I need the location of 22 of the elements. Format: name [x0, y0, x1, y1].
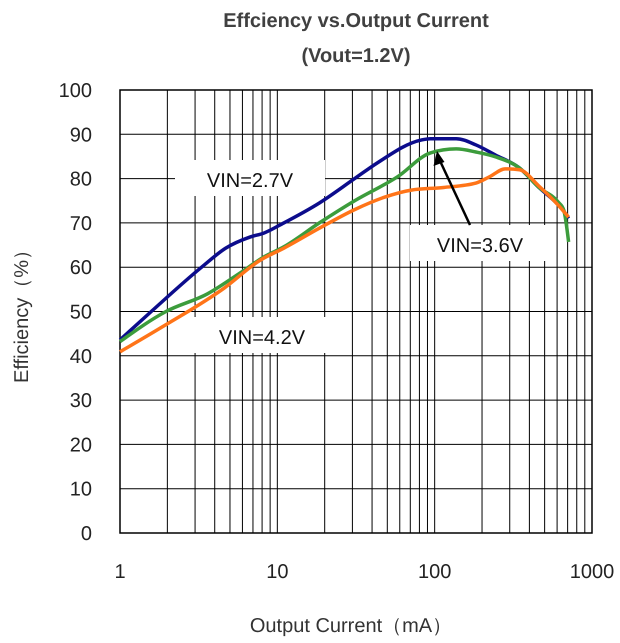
chart-title: Effciency vs.Output Current	[223, 10, 490, 32]
y-axis-title: Efficiency（%）	[11, 240, 33, 384]
y-tick-label: 90	[70, 124, 92, 146]
x-tick-label: 1000	[570, 561, 614, 583]
y-tick-label: 20	[70, 434, 92, 456]
y-tick-label: 50	[70, 302, 92, 324]
x-axis-title: Output Current（mA）	[250, 615, 452, 637]
chart-subtitle: (Vout=1.2V)	[301, 45, 411, 67]
y-tick-label: 40	[70, 346, 92, 368]
x-tick-label: 10	[266, 561, 288, 583]
y-tick-label: 70	[70, 212, 92, 235]
text: VIN=3.6V	[436, 235, 524, 257]
y-tick-label: 100	[58, 80, 92, 102]
y-tick-label: 30	[70, 390, 92, 412]
y-tick-label: 0	[80, 523, 92, 545]
series-label: VIN=4.2V	[218, 327, 306, 349]
y-tick-label: 80	[70, 168, 92, 191]
y-tick-label: 60	[70, 257, 92, 280]
x-tick-label: 100	[418, 561, 452, 583]
x-tick-label: 1	[114, 561, 126, 583]
y-tick-label: 10	[70, 478, 92, 501]
series-label: VIN=2.7V	[206, 170, 294, 192]
